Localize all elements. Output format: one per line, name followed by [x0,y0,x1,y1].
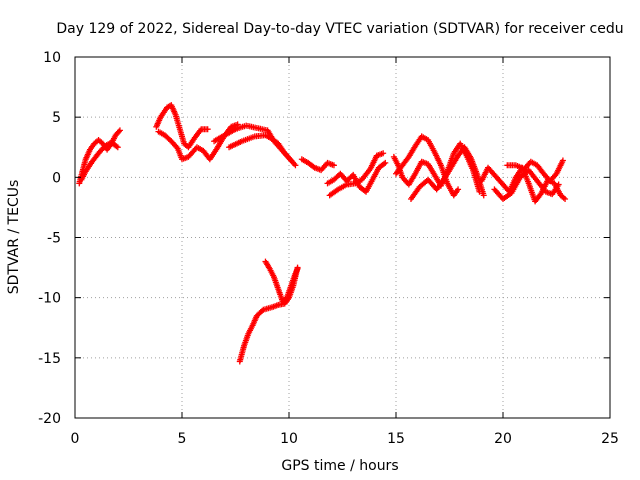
data-point [562,195,569,202]
grid-lines [75,57,610,418]
x-tick-label: 5 [178,431,187,447]
data-point [559,157,566,164]
x-tick-label: 20 [494,431,512,447]
series-track-k [393,133,462,199]
series-track-g [298,156,337,174]
y-tick-label: -5 [47,231,61,247]
series-track-p [236,264,301,365]
axis-ticks: 0 5 10 15 20 25 -20 -15 -10 -5 0 5 10 [38,50,619,447]
x-tick-label: 0 [71,431,80,447]
x-axis-label: GPS time / hours [281,458,398,474]
series-track-f [226,132,295,164]
data-point [114,144,121,151]
data-point [113,143,120,150]
chart-title: Day 129 of 2022, Sidereal Day-to-day VTE… [56,21,623,37]
y-tick-label: 5 [52,110,61,126]
series-track-d [155,121,241,163]
data-point [480,192,487,199]
data-point [381,160,388,167]
y-tick-label: -20 [38,411,61,427]
data-point [288,157,295,164]
data-point [204,126,211,133]
series-track-n [504,157,566,184]
data-point [330,162,337,169]
x-tick-label: 15 [387,431,405,447]
x-tick-label: 25 [601,431,619,447]
x-tick-label: 10 [280,431,298,447]
data-point [455,186,462,193]
data-point [292,162,299,169]
y-tick-label: 10 [43,50,61,66]
data-point [116,127,123,134]
y-axis-label: SDTVAR / TECUs [6,180,22,295]
data-point [382,159,389,166]
series-track-b [78,139,121,183]
series-track-o [491,167,562,202]
series-track-q [262,258,301,305]
series-track-l [407,144,487,202]
y-tick-label: 0 [52,170,61,186]
data-point [294,265,301,272]
data-points [76,102,569,365]
data-point [380,150,387,157]
y-tick-label: -10 [38,291,61,307]
series-track-e [211,122,299,169]
y-tick-label: -15 [38,351,61,367]
data-point [115,128,122,135]
series-track-c [153,102,211,151]
series-track-i [326,150,387,199]
data-point [555,181,562,188]
